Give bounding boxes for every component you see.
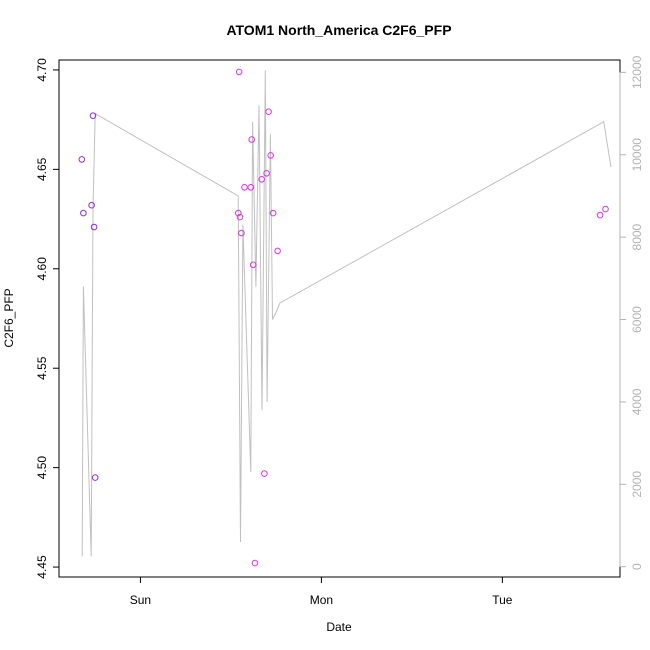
left-axis-tick-label: 4.70 — [35, 58, 49, 82]
data-point — [265, 108, 272, 115]
chart-title: ATOM1 North_America C2F6_PFP — [226, 22, 451, 38]
data-point — [602, 205, 609, 213]
data-point — [251, 559, 259, 567]
right-axis-tick-label: 2000 — [630, 471, 644, 498]
right-axis-tick-label: 4000 — [630, 388, 644, 415]
data-point — [236, 213, 244, 221]
data-point — [274, 247, 281, 255]
data-point — [235, 68, 243, 76]
data-point — [241, 184, 248, 191]
data-point — [258, 176, 266, 183]
data-point — [596, 211, 604, 219]
data-point — [78, 156, 86, 163]
secondary-series-line — [81, 70, 612, 557]
x-axis-tick-label: Tue — [492, 593, 513, 607]
left-axis-tick-label: 4.60 — [35, 257, 49, 281]
x-axis: Sun Mon Tue — [130, 576, 513, 607]
left-axis-tick-label: 4.50 — [35, 456, 49, 480]
x-axis-label: Date — [326, 620, 352, 634]
right-axis-tick-label: 12000 — [630, 55, 644, 89]
data-point — [249, 261, 257, 269]
data-point — [263, 170, 270, 177]
left-axis-tick-label: 4.65 — [35, 157, 49, 181]
right-axis-tick-label: 0 — [630, 563, 644, 570]
y-axis-label: C2F6_PFP — [2, 288, 16, 347]
data-point — [269, 209, 277, 217]
right-y-axis: 0 2000 4000 6000 8000 10000 12000 — [619, 55, 644, 570]
secondary-series-layer — [81, 70, 612, 557]
right-axis-tick-label: 6000 — [630, 306, 644, 333]
data-point — [91, 474, 99, 481]
plot-area-frame — [58, 59, 621, 578]
x-axis-tick-label: Mon — [310, 593, 333, 607]
data-point — [89, 112, 97, 119]
left-y-axis: 4.45 4.50 4.55 4.60 4.65 4.70 — [35, 58, 60, 579]
data-point — [90, 223, 98, 231]
data-point — [247, 184, 255, 191]
data-point — [80, 209, 87, 217]
points-layer — [78, 68, 609, 567]
x-axis-tick-label: Sun — [130, 593, 151, 607]
right-axis-tick-label: 10000 — [630, 138, 644, 172]
data-point — [248, 136, 255, 143]
data-point — [88, 201, 95, 209]
data-point — [267, 152, 275, 159]
data-point — [235, 209, 242, 217]
data-point — [261, 470, 268, 477]
left-axis-tick-label: 4.45 — [35, 555, 49, 579]
data-point — [238, 229, 245, 237]
left-axis-tick-label: 4.55 — [35, 356, 49, 380]
right-axis-tick-label: 8000 — [630, 223, 644, 250]
